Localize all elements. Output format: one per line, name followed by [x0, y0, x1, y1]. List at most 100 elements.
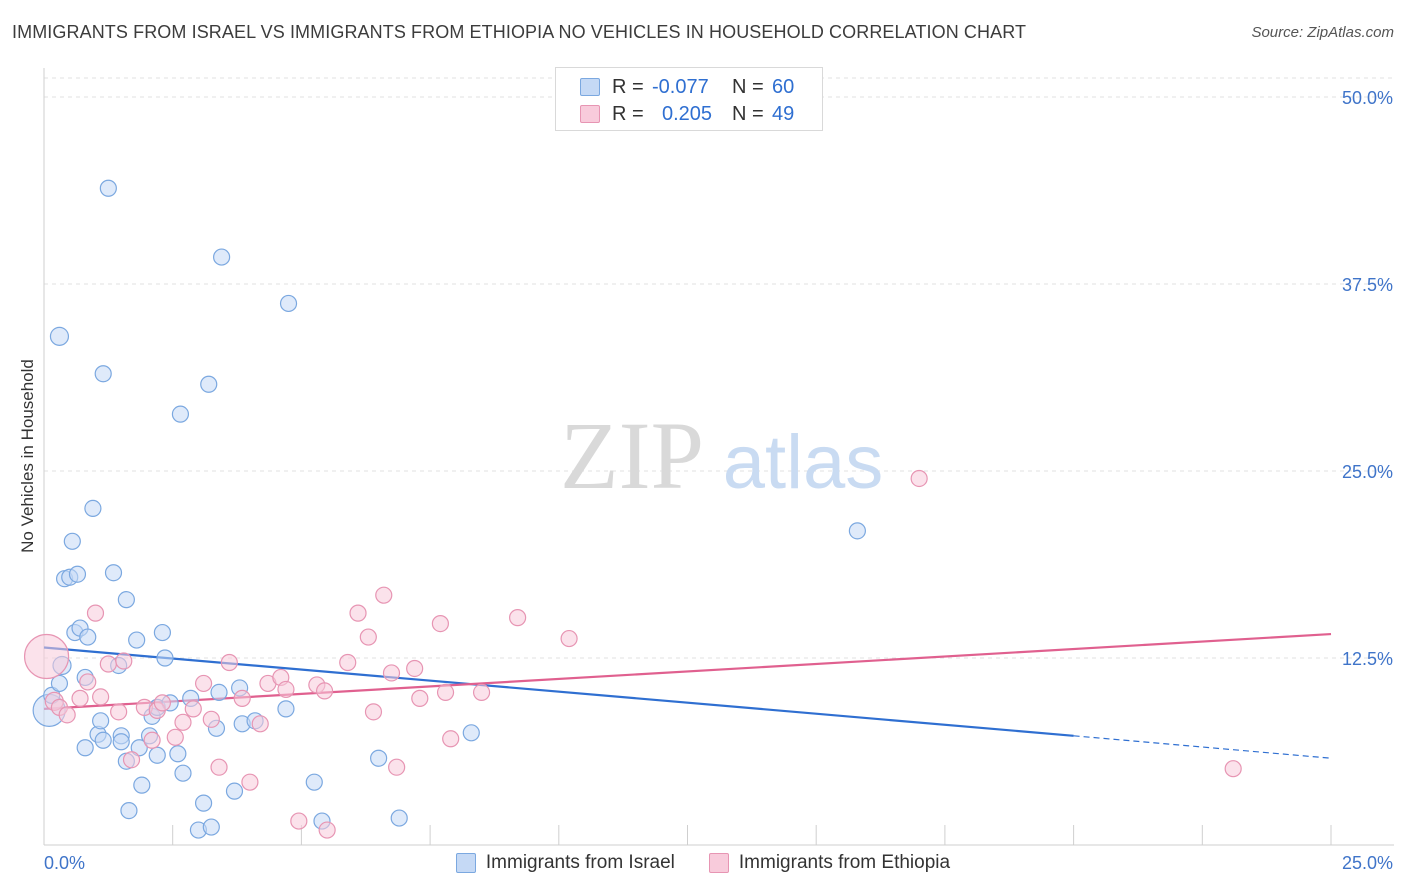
ethiopia-point [339, 653, 357, 672]
r-value: 0.205 [662, 102, 713, 125]
ethiopia-point [375, 586, 393, 604]
israel-point [200, 375, 218, 393]
israel-point [49, 326, 70, 346]
ethiopia-point [910, 469, 928, 488]
watermark: ZIP atlas [560, 402, 883, 509]
trend-lines [43, 632, 1332, 759]
ethiopia-point [411, 689, 429, 707]
israel-point [210, 683, 228, 702]
r-label: R = [612, 102, 644, 125]
israel-point [130, 739, 148, 757]
israel-point [112, 733, 130, 751]
israel-point [277, 700, 295, 718]
israel-point [305, 773, 323, 791]
ethiopia-point [472, 683, 491, 702]
ethiopia-point [388, 758, 406, 776]
israel-swatch [455, 853, 476, 873]
ethiopia-trend-line [43, 632, 1332, 710]
ethiopia-point [166, 728, 184, 746]
ethiopia-point [174, 713, 192, 731]
axes-layer [43, 68, 1394, 846]
israel-point [50, 674, 69, 693]
watermark-atlas: atlas [723, 420, 884, 505]
y-tick-label: 50.0% [1342, 88, 1393, 108]
israel-point [148, 746, 166, 764]
source-label: Source: ZipAtlas.com [1251, 24, 1394, 41]
ethiopia-point [110, 703, 128, 721]
n-value: 49 [772, 102, 795, 125]
y-tick-label: 25.0% [1342, 462, 1393, 482]
israel-point [171, 405, 190, 423]
chart-title: IMMIGRANTS FROM ISRAEL VS IMMIGRANTS FRO… [12, 22, 1027, 42]
ethiopia-point [153, 694, 172, 712]
israel-point [225, 782, 244, 800]
ethiopia-point [406, 659, 424, 678]
ethiopia-point [315, 682, 334, 700]
watermark-zip: ZIP [560, 402, 704, 509]
israel-point [279, 294, 298, 313]
ethiopia-point [359, 628, 377, 646]
israel-point [79, 628, 97, 646]
legend-row-ethiopia: R = 0.205 N = 49 [580, 102, 794, 126]
ethiopia-point [115, 652, 133, 670]
x-tick-label: 25.0% [1342, 853, 1393, 873]
israel-point [94, 365, 112, 383]
n-value: 60 [772, 75, 795, 98]
ethiopia-point [509, 609, 527, 627]
israel-swatch [580, 78, 600, 96]
israel-point [128, 631, 146, 649]
ethiopia-point [210, 758, 228, 776]
points-layer [23, 179, 1242, 839]
legend-item-ethiopia[interactable]: Immigrants from Ethiopia [708, 852, 951, 874]
ethiopia-point [364, 703, 383, 721]
n-label: N = [732, 75, 764, 98]
ethiopia-point [349, 604, 367, 622]
legend-item-israel[interactable]: Immigrants from Israel [455, 852, 675, 874]
ethiopia-point [251, 715, 269, 733]
israel-point [202, 818, 220, 836]
y-tick-label: 12.5% [1342, 649, 1393, 669]
ethiopia-point [442, 730, 460, 748]
ethiopia-point [382, 664, 401, 682]
israel-point [68, 565, 87, 583]
israel-point [370, 749, 388, 767]
israel-point [76, 739, 94, 757]
ethiopia-point [241, 773, 259, 791]
r-value: -0.077 [652, 75, 709, 98]
israel-point [174, 764, 192, 782]
ethiopia-point [58, 706, 76, 724]
tick-labels: 12.5% 25.0% 37.5% 50.0% 0.0% 25.0% [44, 88, 1393, 873]
ethiopia-point [71, 689, 89, 707]
israel-point [99, 179, 117, 197]
series-legend: Immigrants from Israel Immigrants from E… [0, 852, 1406, 874]
ethiopia-point [220, 653, 238, 672]
israel-point [117, 591, 135, 609]
ethiopia-point [202, 710, 220, 728]
ethiopia-point [122, 751, 141, 769]
israel-point [84, 499, 102, 517]
ethiopia-point [86, 604, 105, 622]
israel-point [63, 532, 81, 550]
legend-row-israel: R = -0.077 N = 60 [580, 75, 794, 99]
n-label: N = [732, 102, 764, 125]
israel-point [156, 649, 174, 667]
y-tick-label: 37.5% [1342, 275, 1393, 295]
israel-point [462, 724, 480, 742]
y-axis-label: No Vehicles in Household [18, 359, 37, 553]
legend-label-ethiopia: Immigrants from Ethiopia [738, 852, 951, 873]
ethiopia-point [99, 655, 117, 673]
ethiopia-swatch [708, 853, 729, 873]
israel-point [848, 522, 866, 540]
israel-point [213, 248, 231, 266]
ethiopia-point [290, 812, 308, 830]
israel-point [120, 801, 138, 820]
correlation-legend: R = -0.077 N = 60 R = 0.205 N = 49 [555, 67, 823, 131]
ethiopia-point [143, 731, 161, 749]
israel-point [390, 809, 408, 827]
grid-layer [44, 77, 1394, 659]
ethiopia-point [431, 614, 449, 633]
israel-point [194, 794, 213, 812]
ethiopia-swatch [580, 105, 600, 123]
ethiopia-point [194, 674, 213, 693]
